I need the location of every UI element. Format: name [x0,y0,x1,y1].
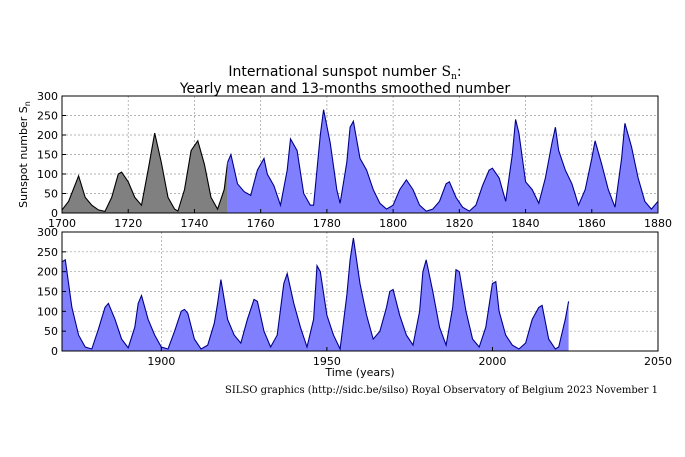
title-symbol: S [442,64,452,80]
bottom-plot-frame [61,231,659,352]
x-tick-label: 1740 [180,217,208,230]
y-axis-label-sub: n [23,101,32,106]
series-line-early [61,132,229,213]
y-tick-label: 50 [44,325,58,338]
series-line-modern [227,109,659,212]
x-tick-label: 1840 [512,217,540,230]
panel-bottom: 1900 1950 2000 2050 0 50 100 150 200 250 300 Time … [37,226,672,379]
y-tick-label: 100 [37,168,58,181]
y-tick-label: 50 [44,188,58,201]
x-tick-label: 1720 [114,217,142,230]
chart-title-line-2: Yearly mean and 13-months smoothed numbe… [179,81,511,97]
series-area-modern [227,109,658,213]
y-tick-label: 0 [51,345,58,358]
y-axis-label: Sunspot number Sn [17,101,32,208]
chart-title-line-1: International sunspot number Sn: [228,64,461,82]
title-text: International sunspot number [228,64,436,80]
series-line-modern [61,237,570,351]
y-tick-label: 250 [37,110,58,123]
y-tick-label: 250 [37,246,58,259]
top-plot-frame [61,95,659,214]
credit-line: SILSO graphics (http://sidc.be/silso) Ro… [225,385,658,396]
y-tick-label: 300 [37,90,58,103]
y-tick-label: 200 [37,266,58,279]
y-tick-label: 150 [37,286,58,299]
title-colon: : [457,64,462,80]
x-axis-label: Time (years) [324,366,394,379]
x-tick-label: 1900 [147,355,175,368]
x-tick-label: 2000 [478,355,506,368]
panel-top: 1700 1720 1740 1760 1780 1800 1820 1840 1860 1880… [17,90,672,230]
x-tick-label: 1860 [578,217,606,230]
top-tick-labels: 1700 1720 1740 1760 1780 1800 1820 1840 1860 1880… [37,90,672,230]
y-axis-label-text: Sunspot number S [17,106,30,208]
series-area-early [62,133,228,213]
bottom-tick-labels: 1900 1950 2000 2050 0 50 100 150 200 250 300 [37,226,672,368]
y-tick-label: 150 [37,149,58,162]
x-tick-label: 1700 [48,217,76,230]
title-symbol-sub: n [451,72,457,82]
y-tick-label: 100 [37,305,58,318]
x-tick-label: 1950 [313,355,341,368]
y-tick-label: 0 [51,207,58,220]
top-series [61,109,659,213]
y-tick-label: 200 [37,129,58,142]
x-tick-label: 1800 [379,217,407,230]
bottom-series [61,237,570,351]
x-tick-label: 2050 [644,355,672,368]
x-tick-label: 1780 [313,217,341,230]
x-tick-label: 1880 [644,217,672,230]
x-tick-label: 1820 [445,217,473,230]
y-tick-label: 300 [37,226,58,239]
x-tick-label: 1760 [247,217,275,230]
